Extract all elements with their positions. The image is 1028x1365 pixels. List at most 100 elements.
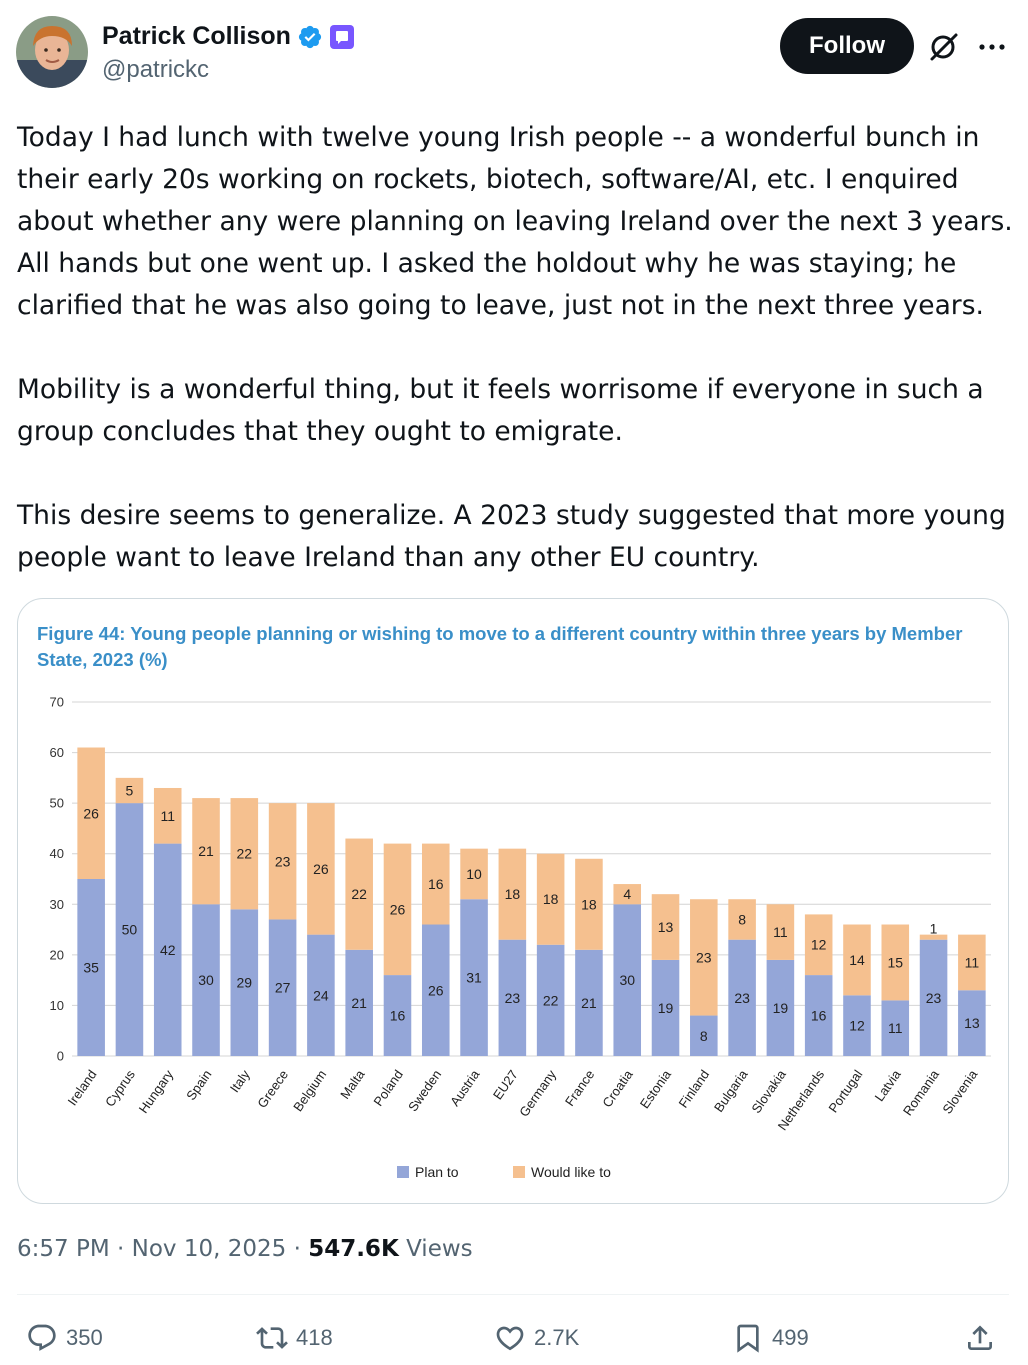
data-label-would-like-to: 5	[126, 783, 134, 799]
data-label-plan-to: 50	[122, 922, 138, 938]
bar-would-like-to	[575, 858, 603, 950]
data-label-plan-to: 21	[581, 995, 597, 1011]
bar-plan-to	[307, 934, 335, 1056]
data-label-plan-to: 8	[700, 1028, 708, 1044]
data-label-plan-to: 22	[543, 992, 559, 1008]
data-label-plan-to: 29	[237, 975, 253, 991]
data-label-plan-to: 23	[734, 990, 750, 1006]
bookmark-count: 499	[772, 1325, 809, 1350]
data-label-would-like-to: 26	[390, 901, 406, 917]
handle[interactable]: @patrickc	[102, 56, 210, 83]
legend-label-plan-to: Plan to	[415, 1164, 459, 1180]
tweet-line: their early 20s working on rockets, biot…	[17, 164, 959, 195]
x-tick-label: Poland	[370, 1067, 406, 1109]
share-icon	[968, 1325, 992, 1350]
y-tick-label: 40	[50, 846, 64, 861]
repost-button[interactable]: 418	[256, 1310, 333, 1365]
tweet-line: This desire seems to generalize. A 2023 …	[17, 500, 1006, 531]
x-tick-label: Germany	[516, 1067, 559, 1120]
data-label-would-like-to: 10	[466, 866, 482, 882]
meta-separator: ·	[293, 1236, 301, 1262]
data-label-would-like-to: 22	[351, 886, 367, 902]
name-row: Patrick Collison	[102, 22, 355, 51]
data-label-plan-to: 35	[83, 960, 99, 976]
display-name[interactable]: Patrick Collison	[102, 22, 291, 50]
bar-would-like-to	[958, 934, 986, 991]
bar-would-like-to	[498, 848, 527, 940]
tweet-time[interactable]: 6:57 PM	[17, 1236, 110, 1262]
data-label-would-like-to: 16	[428, 876, 444, 892]
bar-would-like-to	[613, 884, 642, 905]
like-button[interactable]: 2.7K	[494, 1310, 579, 1365]
tweet-line: Today I had lunch with twelve young Iris…	[17, 122, 980, 153]
bar-plan-to	[345, 949, 373, 1056]
data-label-plan-to: 23	[505, 990, 521, 1006]
bar-would-like-to	[115, 777, 144, 804]
data-label-plan-to: 31	[466, 970, 482, 986]
bar-plan-to	[230, 909, 259, 1056]
avatar[interactable]	[16, 16, 88, 88]
y-tick-label: 60	[50, 745, 64, 760]
divider	[17, 1294, 1009, 1295]
chart-title: Figure 44: Young people planning or wish…	[37, 621, 997, 673]
bar-would-like-to	[268, 803, 297, 920]
bookmark-icon	[737, 1324, 759, 1353]
data-label-would-like-to: 11	[773, 924, 788, 940]
data-label-would-like-to: 12	[811, 937, 827, 953]
data-label-would-like-to: 18	[581, 896, 597, 912]
bar-would-like-to	[153, 787, 182, 844]
bar-plan-to	[460, 899, 488, 1056]
bar-plan-to	[115, 803, 144, 1056]
share-button[interactable]	[964, 1310, 996, 1365]
bar-would-like-to	[307, 803, 335, 935]
bar-would-like-to	[383, 843, 412, 976]
bar-plan-to	[766, 959, 795, 1056]
bar-plan-to	[958, 990, 986, 1056]
bar-would-like-to	[804, 914, 833, 976]
data-label-would-like-to: 26	[83, 805, 99, 821]
affiliate-badge-icon[interactable]	[329, 24, 355, 50]
chart-title-line: State, 2023 (%)	[37, 649, 168, 670]
y-tick-label: 30	[50, 897, 64, 912]
bar-would-like-to	[77, 747, 105, 879]
x-tick-label: Latvia	[872, 1066, 905, 1104]
tweet-line: All hands but one went up. I asked the h…	[17, 248, 957, 279]
data-label-plan-to: 27	[275, 980, 291, 996]
data-label-plan-to: 21	[351, 995, 367, 1011]
data-label-would-like-to: 11	[965, 954, 980, 970]
media-image-card[interactable]: Figure 44: Young people planning or wish…	[17, 598, 1009, 1204]
tweet-meta: 6:57 PM · Nov 10, 2025 · 547.6K Views	[17, 1236, 473, 1262]
x-tick-label: Romania	[900, 1066, 943, 1118]
more-options-icon[interactable]	[974, 30, 1010, 64]
tweet-line: group concludes that they ought to emigr…	[17, 416, 623, 447]
bar-plan-to	[651, 959, 680, 1056]
meta-separator: ·	[117, 1236, 125, 1262]
x-tick-label: Cyprus	[102, 1067, 138, 1110]
bar-plan-to	[881, 1000, 910, 1056]
tweet-date[interactable]: Nov 10, 2025	[131, 1236, 287, 1262]
reply-icon	[28, 1324, 56, 1351]
action-bar: 350 418 2.7K 499	[0, 1310, 1028, 1365]
like-heart-icon	[496, 1326, 524, 1351]
avatar-image	[16, 16, 88, 88]
bar-plan-to	[383, 975, 412, 1056]
bookmark-button[interactable]: 499	[732, 1310, 809, 1365]
x-tick-label: France	[562, 1067, 597, 1109]
bar-plan-to	[421, 924, 450, 1056]
tweet-line: people want to leave Ireland than any ot…	[17, 542, 760, 573]
x-tick-label: Estonia	[637, 1066, 675, 1111]
grok-icon[interactable]	[926, 30, 960, 64]
bar-plan-to	[690, 1015, 718, 1056]
follow-button[interactable]: Follow	[780, 18, 914, 74]
data-label-would-like-to: 18	[505, 886, 521, 902]
bar-would-like-to	[192, 798, 220, 905]
bar-would-like-to	[919, 934, 948, 940]
bar-plan-to	[843, 995, 871, 1056]
bar-plan-to	[268, 919, 297, 1056]
reply-button[interactable]: 350	[26, 1310, 103, 1365]
data-label-would-like-to: 14	[849, 952, 865, 968]
bar-plan-to	[153, 843, 182, 1056]
tweet-header: Patrick Collison @patrickc Follow	[16, 16, 1012, 88]
bar-plan-to	[919, 939, 948, 1056]
verified-badge-icon[interactable]	[297, 24, 323, 50]
